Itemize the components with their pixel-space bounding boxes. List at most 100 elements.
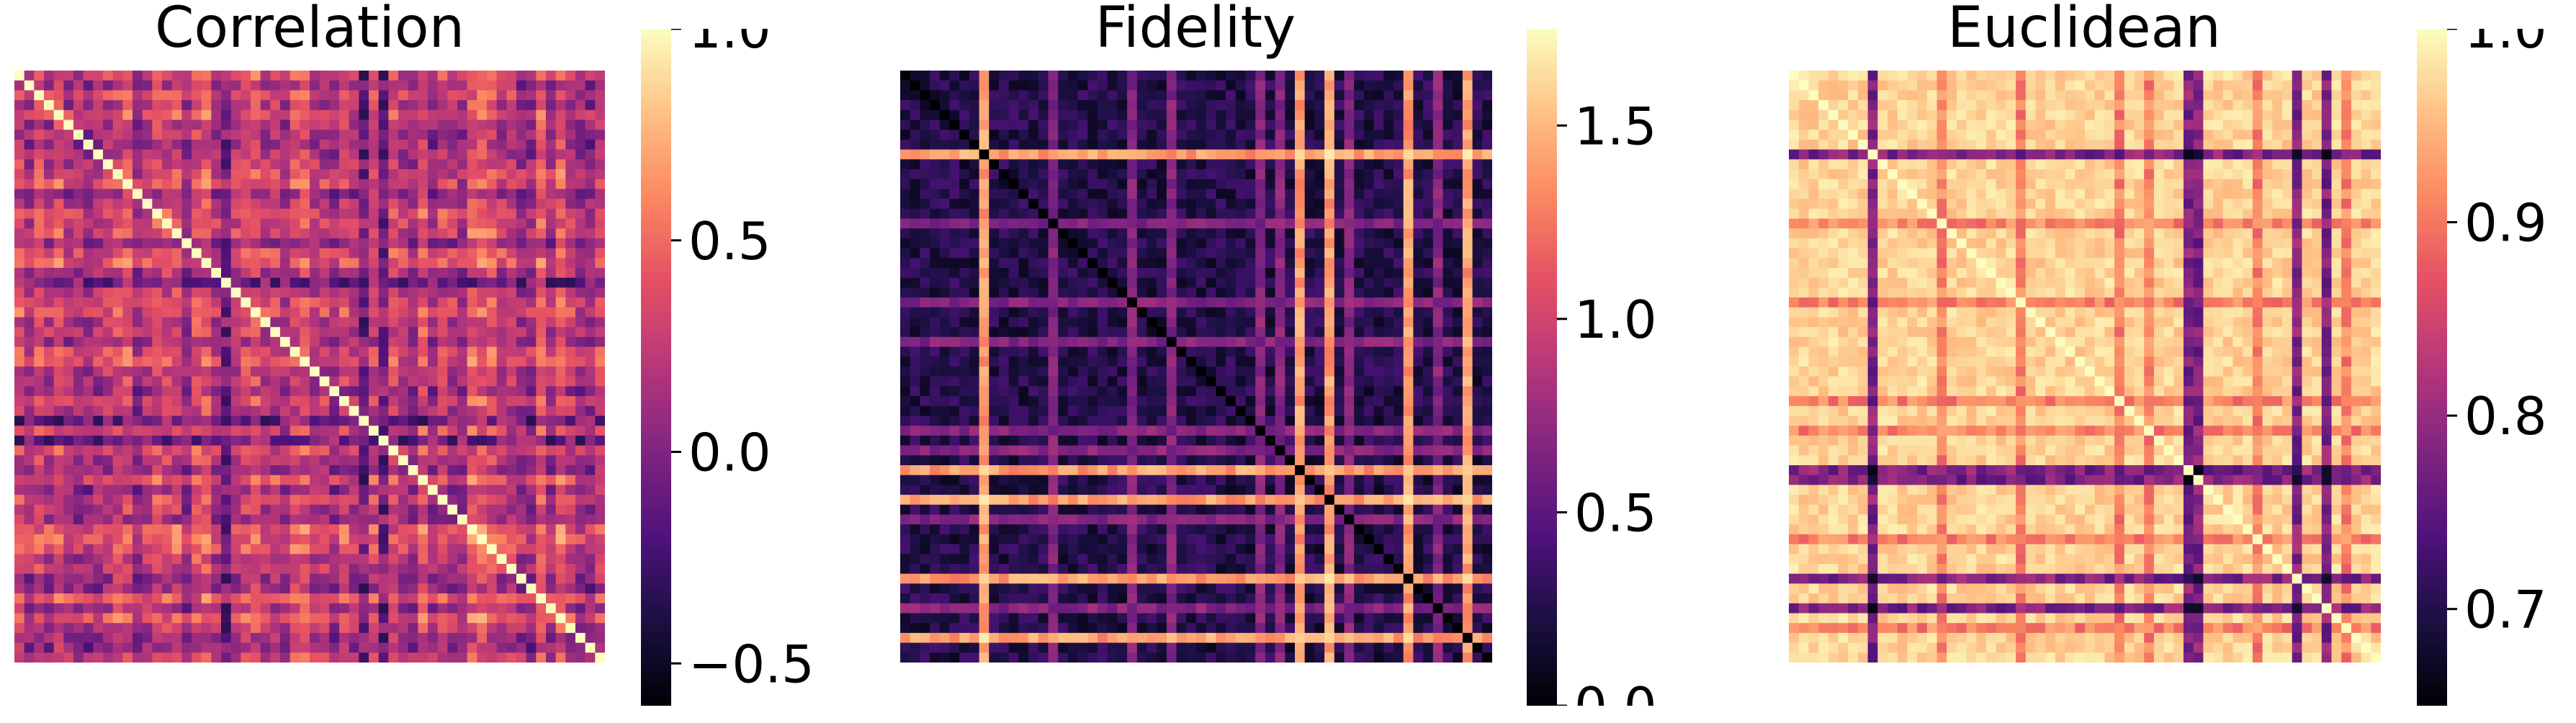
heatmap-cell — [910, 130, 920, 140]
heatmap-cell — [516, 327, 527, 338]
heatmap-cell — [1206, 218, 1216, 229]
heatmap-cell — [1166, 228, 1177, 239]
heatmap-cell — [408, 465, 418, 476]
heatmap-cell — [230, 149, 241, 160]
heatmap-cell — [192, 80, 202, 91]
heatmap-cell — [555, 218, 566, 229]
heatmap-cell — [24, 258, 35, 269]
heatmap-cell — [418, 327, 428, 338]
heatmap-cell — [949, 130, 960, 140]
heatmap-cell — [349, 258, 359, 269]
heatmap-cell — [339, 376, 350, 387]
heatmap-cell — [1482, 159, 1492, 170]
heatmap-cell — [1462, 189, 1473, 199]
heatmap-cell — [83, 169, 94, 180]
heatmap-cell — [575, 396, 586, 407]
heatmap-cell — [369, 149, 380, 160]
heatmap-cell — [1472, 228, 1483, 239]
heatmap-cell — [546, 475, 557, 485]
heatmap-cell — [369, 554, 380, 565]
heatmap-cell — [467, 189, 477, 199]
heatmap-cell — [496, 603, 507, 614]
heatmap-cell — [595, 307, 605, 318]
heatmap-cell — [1304, 208, 1315, 220]
heatmap-cell — [457, 287, 468, 298]
heatmap-cell — [133, 100, 143, 111]
heatmap-cell — [201, 485, 212, 495]
heatmap-cell — [388, 208, 399, 220]
chart-title-fidelity: Fidelity — [1095, 0, 1296, 60]
heatmap-cell — [241, 336, 251, 348]
heatmap-cell — [329, 475, 340, 485]
heatmap-cell — [487, 356, 498, 367]
heatmap-cell — [270, 159, 281, 170]
heatmap-cell — [575, 238, 586, 249]
heatmap-cell — [1067, 208, 1079, 220]
heatmap-cell — [398, 268, 409, 279]
heatmap-cell — [1176, 149, 1187, 160]
heatmap-cell — [162, 208, 173, 220]
heatmap-cell — [595, 426, 605, 436]
heatmap-cell — [506, 485, 517, 495]
heatmap-cell — [171, 564, 182, 575]
heatmap-cell — [103, 71, 114, 81]
heatmap-cell — [251, 100, 261, 111]
heatmap-cell — [999, 258, 1010, 269]
heatmap-cell — [310, 396, 320, 407]
heatmap-cell — [171, 435, 182, 446]
heatmap-cell — [565, 100, 576, 111]
heatmap-cell — [122, 593, 133, 604]
heatmap-cell — [989, 100, 1000, 111]
heatmap-cell — [1314, 248, 1325, 259]
heatmap-cell — [103, 307, 114, 318]
heatmap-cell — [378, 100, 389, 111]
heatmap-cell — [1344, 258, 1355, 269]
heatmap-cell — [142, 327, 153, 338]
heatmap-cell — [408, 346, 418, 357]
heatmap-cell — [428, 396, 439, 407]
heatmap-cell — [398, 534, 409, 545]
heatmap-cell — [251, 130, 261, 140]
heatmap-cell — [428, 71, 439, 81]
heatmap-cell — [260, 376, 271, 387]
heatmap-cell — [329, 495, 340, 506]
heatmap-cell — [83, 130, 94, 140]
heatmap-cell — [192, 336, 202, 348]
heatmap-cell — [300, 544, 310, 554]
heatmap-cell — [14, 80, 25, 91]
heatmap-cell — [437, 356, 448, 367]
heatmap-cell — [133, 268, 143, 279]
heatmap-cell — [103, 632, 114, 644]
heatmap-cell — [14, 71, 25, 81]
heatmap-cell — [496, 504, 507, 516]
heatmap-cell — [437, 149, 448, 160]
heatmap-cell — [300, 258, 310, 269]
heatmap-cell — [310, 307, 320, 318]
heatmap-cell — [192, 189, 202, 199]
colorbar-gradient-segment — [641, 107, 671, 114]
heatmap-cell — [398, 189, 409, 199]
heatmap-cell — [398, 455, 409, 466]
heatmap-cell — [1472, 120, 1483, 130]
heatmap-cell — [1255, 90, 1266, 101]
heatmap-cell — [1028, 189, 1039, 199]
heatmap-cell — [201, 583, 212, 594]
heatmap-cell — [1453, 258, 1463, 269]
heatmap-cell — [1136, 268, 1148, 279]
heatmap-cell — [1482, 90, 1492, 101]
heatmap-cell — [122, 485, 133, 495]
heatmap-cell — [1008, 199, 1019, 210]
heatmap-cell — [329, 179, 340, 189]
heatmap-cell — [1166, 71, 1177, 81]
heatmap-cell — [152, 564, 163, 575]
heatmap-cell — [1176, 208, 1187, 220]
heatmap-cell — [388, 90, 399, 101]
heatmap-cell — [349, 228, 359, 239]
heatmap-cell — [211, 287, 222, 298]
heatmap-cell — [516, 238, 527, 249]
heatmap-cell — [260, 218, 271, 229]
heatmap-cell — [162, 603, 173, 614]
heatmap-cell — [477, 514, 488, 525]
heatmap-cell — [14, 534, 25, 545]
heatmap-cell — [920, 189, 930, 199]
